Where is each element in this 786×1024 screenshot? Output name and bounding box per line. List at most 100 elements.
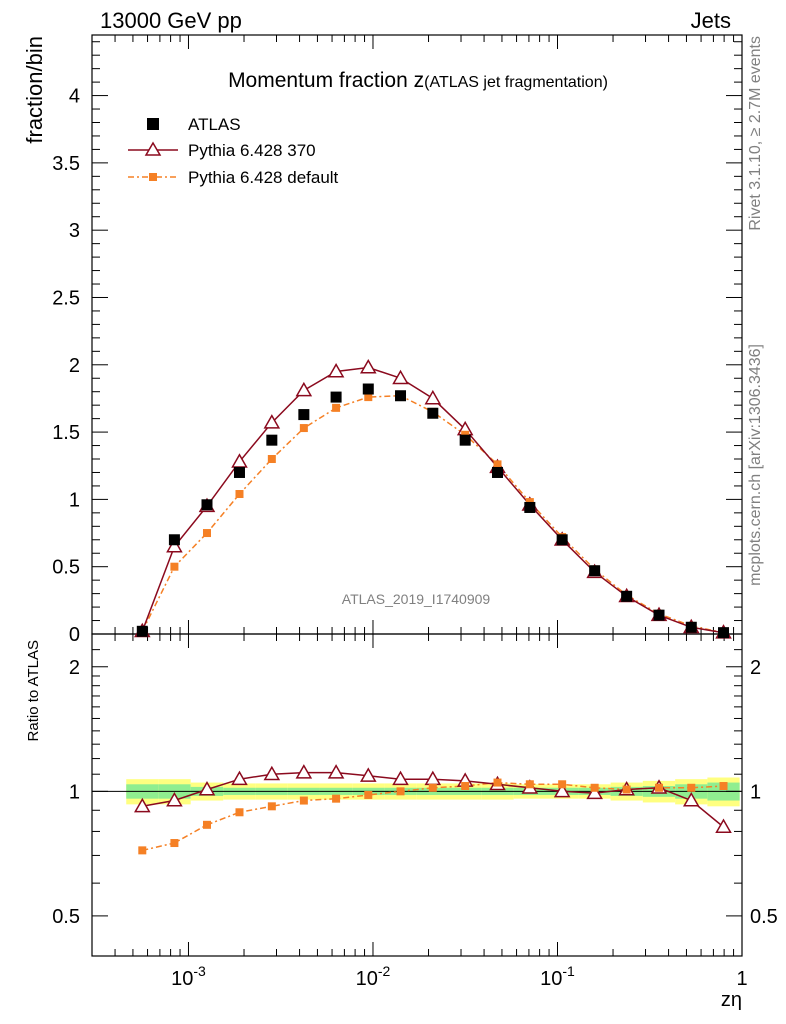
pythia-370-ratio-point [263,765,281,781]
ratio-tick-label-left: 1 [69,781,80,803]
pythia-370-ratio-point [424,770,442,786]
atlas-point [685,621,697,633]
atlas-point [233,466,245,478]
source-label: mcplots.cern.ch [arXiv:1306.3436] [747,344,764,586]
atlas-point [653,609,665,621]
pythia-default-ratio-point [687,783,696,792]
pythia-370-point [424,389,442,405]
pythia-370-ratio-point [231,770,248,786]
legend: ATLAS Pythia 6.428 370 Pythia 6.428 defaul… [128,115,339,187]
y-tick-label: 0 [69,624,80,646]
pythia-370-point [295,381,313,397]
atlas-point [556,534,568,546]
legend-marker-pythia-default [149,173,157,181]
chart-title-suffix: (ATLAS jet fragmentation) [424,74,608,91]
pythia-370-ratio-point [586,784,603,800]
ratio-y-axis-label: Ratio to ATLAS [25,640,42,741]
atlas-point [589,565,601,577]
pythia-370-ratio-point [715,818,732,833]
pythia-default-ratio-point [299,796,308,805]
pythia-370-ratio-point [553,782,571,798]
atlas-point [362,383,374,395]
pythia-default-ratio-point [719,782,728,791]
pythia-default-ratio-point [428,783,437,792]
category-label: Jets [691,8,731,33]
pythia-370-ratio-point [166,792,183,807]
legend-label-pythia-370: Pythia 6.428 370 [188,141,316,160]
rivet-label: Rivet 3.1.10, ≥ 2.7M events [747,36,764,231]
y-tick-label: 2 [69,355,80,377]
legend-label-atlas: ATLAS [188,115,241,134]
pythia-default-ratio-point [364,790,373,799]
chart-title-main: Momentum fraction z [228,69,424,92]
atlas-point [136,625,148,637]
y-tick-label: 3.5 [52,153,80,175]
pythia-default-ratio-point [493,778,502,787]
pythia-default-point [364,393,373,402]
pythia-370-ratio-point [392,770,409,786]
ratio-tick-label-right: 1 [750,781,761,803]
pythia-default-ratio-point [525,780,534,789]
pythia-default-ratio-point [332,794,341,803]
y-tick-label: 1.5 [52,422,80,444]
atlas-point [621,590,633,602]
y-axis-label: fraction/bin [22,36,47,144]
pythia-370-ratio-point [295,764,313,779]
ratio-plot-frame [91,633,743,957]
y-tick-label: 3 [69,220,80,242]
atlas-point [168,534,180,546]
pythia-default-ratio-point [170,839,179,848]
y-tick-label: 1 [69,489,80,511]
pythia-default-ratio-point [138,846,147,855]
y-tick-label: 0.5 [52,557,80,579]
pythia-default-point [299,424,308,433]
pythia-default-ratio-point [461,782,470,791]
pythia-370-point [263,414,281,429]
legend-marker-atlas [147,118,159,130]
series-layer [134,358,732,855]
energy-label: 13000 GeV pp [100,8,242,33]
pythia-370-point [231,453,248,468]
x-axis-label: zη [721,989,742,1011]
legend-marker-pythia-370 [144,141,162,156]
pythia-default-ratio-point [558,780,567,789]
x-tick-label: 10-2 [356,963,391,990]
pythia-370-point [327,363,345,378]
atlas-point [330,391,342,403]
y-tick-label: 4 [69,86,80,108]
pythia-370-ratio-point [359,767,377,782]
pythia-default-point [267,455,276,464]
atlas-point [201,499,213,511]
atlas-point [524,501,536,513]
pythia-370-point [359,358,377,374]
atlas-point [266,434,278,446]
pythia-370-ratio-point [682,792,700,807]
atlas-point [459,434,471,446]
x-tick-label: 10-1 [540,963,575,990]
legend-label-pythia-default: Pythia 6.428 default [188,168,339,187]
pythia-default-ratio-point [655,783,664,792]
atlas-point [492,466,504,478]
analysis-watermark: ATLAS_2019_I1740909 [342,591,491,607]
pythia-default-point [235,490,244,499]
pythia-default-point [493,460,502,469]
ratio-tick-label-right: 0.5 [750,906,778,928]
pythia-default-point [332,403,341,412]
axes: 10-3 10-2 10-1 1 0 0.5 1 1.5 2 2.5 3 3.5 4 0.5 0.5 1 1 2 2 [52,34,778,990]
pythia-default-point [170,562,179,571]
pythia-default-ratio-point [396,787,405,796]
pythia-default-ratio-point [267,802,276,811]
y-tick-label: 2.5 [52,287,80,309]
pythia-370-ratio-point [327,764,345,779]
pythia-default-ratio-point [622,785,631,794]
pythia-default-ratio-point [590,783,599,792]
pythia-370-ratio-point [198,781,216,796]
x-tick-label: 10-3 [171,963,206,990]
pythia-default-point [202,529,211,538]
atlas-point [298,409,310,421]
ratio-tick-label-left: 0.5 [52,906,80,928]
atlas-point [718,627,730,639]
x-tick-label: 1 [736,968,747,990]
pythia-370-ratio-point [134,797,151,813]
